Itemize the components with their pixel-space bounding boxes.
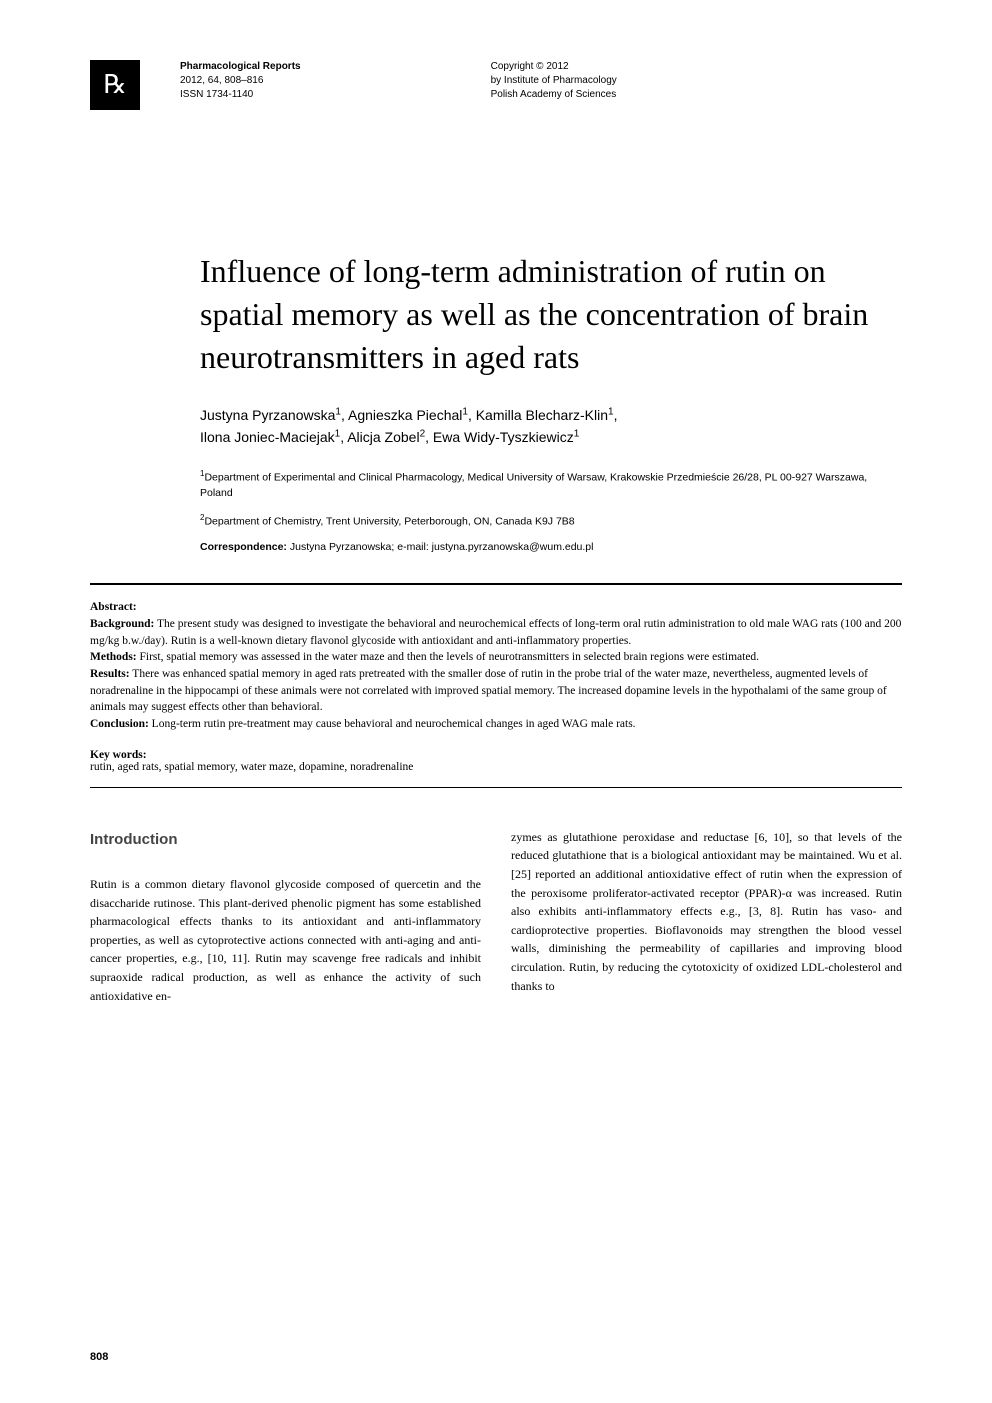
results-label: Results: xyxy=(90,668,130,680)
intro-paragraph-right: zymes as glutathione peroxidase and redu… xyxy=(511,828,902,995)
correspondence-label: Correspondence: xyxy=(200,541,287,553)
author-sep-1: , Agnieszka Piechal xyxy=(341,407,462,423)
journal-issue: 2012, 64, 808–816 xyxy=(180,74,301,88)
author-sep-5: , Ewa Widy-Tyszkiewicz xyxy=(425,429,574,445)
methods-label: Methods: xyxy=(90,651,137,663)
journal-issn: ISSN 1734-1140 xyxy=(180,88,301,102)
affil-2-text: Department of Chemistry, Trent Universit… xyxy=(204,516,574,528)
conclusion-label: Conclusion: xyxy=(90,718,149,730)
copyright-meta: Copyright © 2012 by Institute of Pharmac… xyxy=(491,60,617,102)
abstract-methods: Methods: First, spatial memory was asses… xyxy=(90,649,902,666)
author-1: Justyna Pyrzanowska xyxy=(200,407,335,423)
journal-header: ℞ Pharmacological Reports 2012, 64, 808–… xyxy=(90,60,902,110)
title-block: Influence of long-term administration of… xyxy=(200,250,902,553)
column-right: zymes as glutathione peroxidase and redu… xyxy=(511,828,902,1005)
intro-paragraph-left: Rutin is a common dietary flavonol glyco… xyxy=(90,875,481,1005)
abstract-conclusion: Conclusion: Long-term rutin pre-treatmen… xyxy=(90,716,902,733)
column-left: Introduction Rutin is a common dietary f… xyxy=(90,828,481,1005)
copyright-line-2: by Institute of Pharmacology xyxy=(491,74,617,88)
journal-logo: ℞ xyxy=(90,60,140,110)
body-columns: Introduction Rutin is a common dietary f… xyxy=(90,828,902,1005)
divider-bottom xyxy=(90,787,902,788)
affiliation-2: 2Department of Chemistry, Trent Universi… xyxy=(200,512,902,529)
results-text: There was enhanced spatial memory in age… xyxy=(90,668,887,713)
author-sep-3: , xyxy=(614,407,618,423)
keywords: Key words: rutin, aged rats, spatial mem… xyxy=(90,749,902,773)
page-number: 808 xyxy=(90,1351,108,1363)
journal-name: Pharmacological Reports xyxy=(180,60,301,74)
copyright-line-1: Copyright © 2012 xyxy=(491,60,617,74)
correspondence: Correspondence: Justyna Pyrzanowska; e-m… xyxy=(200,541,902,553)
article-title: Influence of long-term administration of… xyxy=(200,250,902,380)
abstract-background: Background: The present study was design… xyxy=(90,616,902,649)
author-sep-4: , Alicja Zobel xyxy=(340,429,419,445)
correspondence-text: Justyna Pyrzanowska; e-mail: justyna.pyr… xyxy=(287,541,594,553)
keywords-heading: Key words: xyxy=(90,749,902,761)
logo-glyph: ℞ xyxy=(103,70,126,100)
authors: Justyna Pyrzanowska1, Agnieszka Piechal1… xyxy=(200,404,902,449)
abstract-results: Results: There was enhanced spatial memo… xyxy=(90,666,902,716)
author-sep-2: , Kamilla Blecharz-Klin xyxy=(468,407,608,423)
conclusion-text: Long-term rutin pre-treatment may cause … xyxy=(149,718,636,730)
divider-top xyxy=(90,583,902,585)
abstract: Abstract: Background: The present study … xyxy=(90,599,902,732)
journal-meta: Pharmacological Reports 2012, 64, 808–81… xyxy=(180,60,301,102)
copyright-line-3: Polish Academy of Sciences xyxy=(491,88,617,102)
affiliation-1: 1Department of Experimental and Clinical… xyxy=(200,468,902,500)
keywords-text: rutin, aged rats, spatial memory, water … xyxy=(90,761,902,773)
abstract-heading: Abstract: xyxy=(90,599,902,616)
affil-1-text: Department of Experimental and Clinical … xyxy=(200,472,867,499)
introduction-heading: Introduction xyxy=(90,828,481,851)
background-label: Background: xyxy=(90,618,154,630)
author-4: Ilona Joniec-Maciejak xyxy=(200,429,335,445)
background-text: The present study was designed to invest… xyxy=(90,618,901,647)
author-6-sup: 1 xyxy=(574,428,580,439)
methods-text: First, spatial memory was assessed in th… xyxy=(137,651,759,663)
